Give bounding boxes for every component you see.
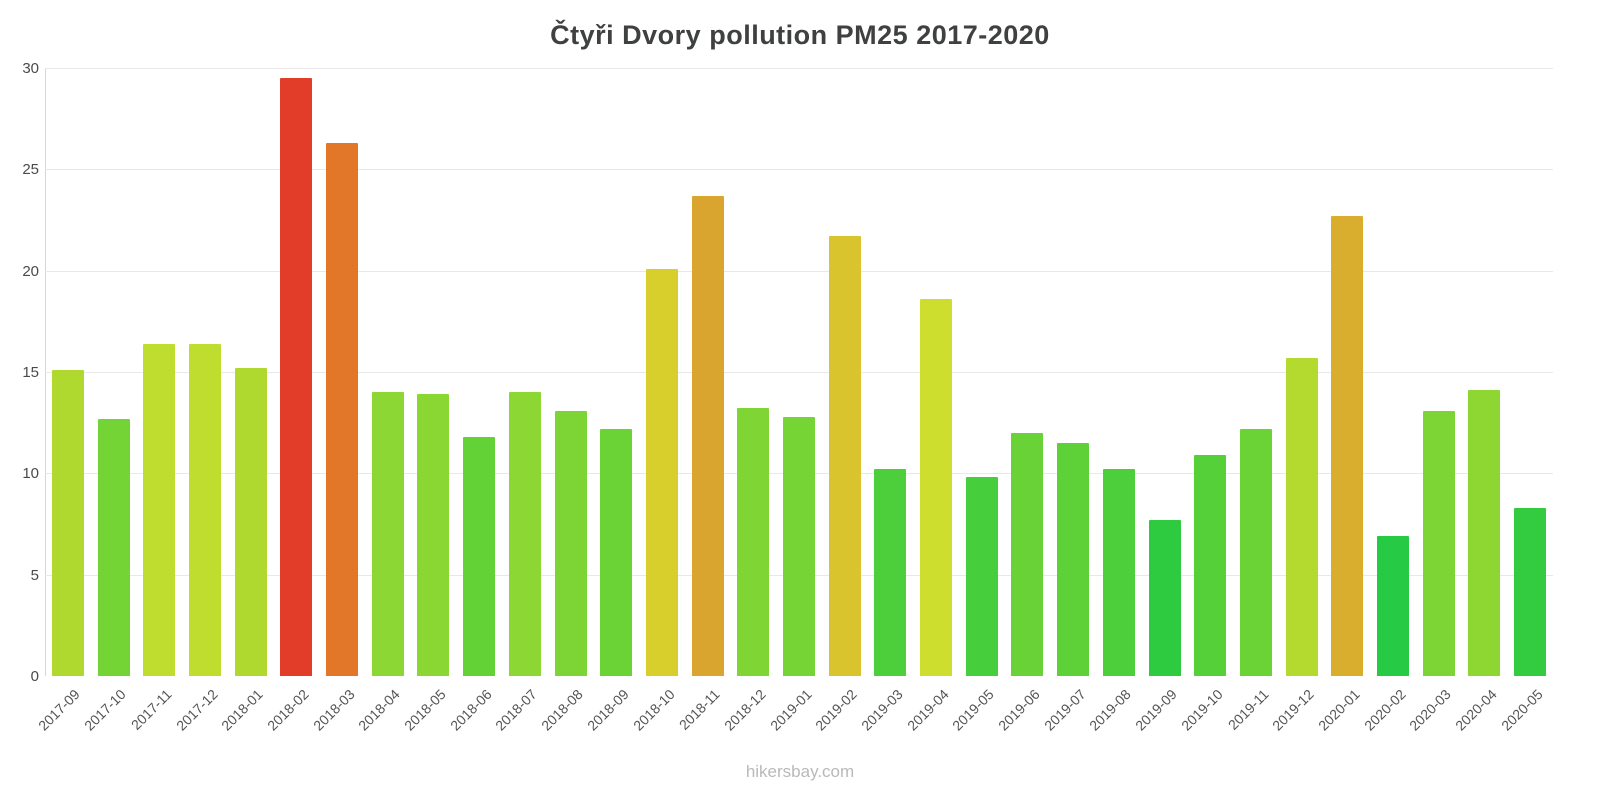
- bar-2018-08: [554, 410, 587, 676]
- x-tick-label-2019-06: 2019-06: [995, 686, 1043, 734]
- bar-2017-09: [51, 369, 84, 676]
- bar-2019-03: [874, 469, 907, 676]
- y-tick-label-20: 20: [22, 262, 39, 280]
- y-tick-label-5: 5: [30, 566, 39, 584]
- x-tick-label-2018-06: 2018-06: [446, 686, 495, 734]
- x-tick-label-2019-07: 2019-07: [1040, 686, 1089, 734]
- plot-area: 2017-09 2017-10 2017-11 2017-12 2018-01 2018-…: [36, 68, 1553, 734]
- bar-2020-05: [1514, 507, 1547, 676]
- x-tick-label-2020-04: 2020-04: [1452, 686, 1500, 734]
- bar-2020-04: [1468, 390, 1501, 676]
- x-tick-label-2019-05: 2019-05: [949, 686, 998, 734]
- bar-2018-05: [417, 394, 450, 676]
- bar-2019-02: [828, 236, 861, 676]
- bar-2018-10: [645, 268, 678, 676]
- bar-2017-11: [143, 343, 176, 676]
- bar-2019-09: [1148, 519, 1181, 676]
- x-tick-label-2018-07: 2018-07: [492, 686, 541, 734]
- y-tick-label-25: 25: [22, 161, 39, 179]
- x-tick-label-2018-11: 2018-11: [675, 686, 723, 733]
- bar-2019-01: [783, 416, 815, 676]
- x-tick-label-2018-09: 2018-09: [583, 686, 632, 734]
- x-tick-label-2019-08: 2019-08: [1086, 686, 1135, 734]
- y-tick-label-0: 0: [30, 668, 39, 685]
- bar-2019-05: [965, 477, 998, 676]
- chart-title: Čtyři Dvory pollution PM25 2017-2020: [550, 20, 1050, 50]
- bar-2019-04: [920, 299, 953, 676]
- x-tick-label-2020-02: 2020-02: [1360, 686, 1409, 734]
- bar-2018-03: [326, 143, 359, 676]
- x-tick-label-2018-05: 2018-05: [401, 686, 449, 734]
- gridline-15: [45, 372, 1553, 373]
- x-tick-label-2019-02: 2019-02: [812, 686, 861, 734]
- x-tick-label-2019-03: 2019-03: [858, 686, 906, 734]
- x-tick-label-2019-10: 2019-10: [1177, 686, 1226, 734]
- source-caption: hikersbay.com: [745, 762, 855, 781]
- gridline-25: [45, 169, 1553, 171]
- x-tick-label-2019-11: 2019-11: [1224, 686, 1272, 733]
- x-tick-label-2017-10: 2017-10: [81, 686, 129, 734]
- bar-2019-07: [1057, 442, 1090, 676]
- bar-2018-12: [737, 408, 770, 676]
- bar-2018-07: [508, 392, 541, 676]
- gridline-20: [45, 270, 1553, 272]
- bar-2017-10: [97, 418, 130, 676]
- x-tick-label-2018-04: 2018-04: [355, 686, 404, 734]
- y-tick-label-15: 15: [22, 364, 39, 381]
- x-tick-label-2017-11: 2017-11: [127, 686, 175, 733]
- x-tick-label-2019-12: 2019-12: [1269, 686, 1317, 734]
- y-tick-label-10: 10: [22, 465, 39, 483]
- y-tick-label-30: 30: [22, 60, 39, 77]
- x-tick-label-2020-05: 2020-05: [1497, 686, 1546, 734]
- x-tick-label-2018-12: 2018-12: [720, 686, 769, 734]
- bar-2018-02: [280, 78, 313, 676]
- bar-2020-03: [1422, 410, 1455, 676]
- x-tick-label-2018-03: 2018-03: [309, 686, 358, 734]
- x-tick-label-2017-12: 2017-12: [172, 686, 221, 734]
- x-tick-label-2018-02: 2018-02: [263, 686, 312, 734]
- x-tick-label-2019-04: 2019-04: [903, 686, 952, 734]
- bar-2019-06: [1011, 432, 1044, 676]
- x-tick-label-2017-09: 2017-09: [35, 686, 84, 734]
- gridline-30: [45, 68, 1553, 69]
- x-tick-label-2018-01: 2018-01: [218, 686, 266, 734]
- bar-2019-12: [1285, 357, 1318, 676]
- x-tick-label-2019-01: 2019-01: [766, 686, 815, 734]
- x-tick-label-2020-01: 2020-01: [1315, 686, 1363, 734]
- bar-2017-12: [188, 343, 221, 676]
- bar-2018-09: [600, 428, 633, 676]
- bar-2020-02: [1377, 536, 1410, 676]
- x-tick-label-2018-08: 2018-08: [538, 686, 586, 734]
- bar-2019-10: [1194, 455, 1227, 676]
- bar-2018-06: [463, 436, 496, 676]
- bar-2018-01: [234, 367, 267, 676]
- x-tick-label-2019-09: 2019-09: [1132, 686, 1180, 734]
- bar-2019-08: [1102, 469, 1135, 676]
- bar-2018-04: [371, 392, 404, 676]
- x-tick-label-2020-03: 2020-03: [1406, 686, 1455, 734]
- bar-2019-11: [1239, 428, 1272, 676]
- x-tick-label-2018-10: 2018-10: [629, 686, 678, 734]
- bar-2020-01: [1331, 215, 1364, 676]
- bar-2018-11: [691, 195, 724, 676]
